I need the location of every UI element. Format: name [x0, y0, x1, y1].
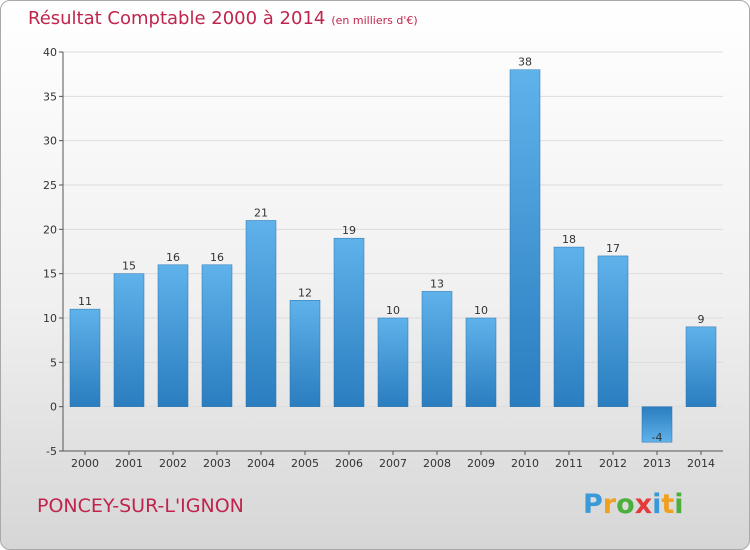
- x-tick-label: 2010: [511, 457, 539, 470]
- value-label-2007: 10: [386, 304, 400, 317]
- y-tick-label: 0: [50, 401, 57, 414]
- x-tick-label: 2004: [247, 457, 275, 470]
- y-tick-label: 40: [43, 46, 57, 59]
- value-label-2001: 15: [122, 260, 136, 273]
- y-tick-label: 15: [43, 268, 57, 281]
- title-unit: (en milliers d'€): [331, 14, 418, 27]
- value-label-2004: 21: [254, 206, 268, 219]
- bar-2004: [245, 220, 277, 407]
- logo-letter: P: [583, 489, 603, 520]
- logo-letter: r: [602, 489, 617, 520]
- x-tick-label: 2006: [335, 457, 363, 470]
- bar-2007: [377, 317, 409, 407]
- y-tick-label: 30: [43, 135, 57, 148]
- y-tick-label: 35: [43, 90, 57, 103]
- logo-letter: x: [634, 489, 653, 520]
- value-label-2000: 11: [78, 295, 92, 308]
- value-label-2014: 9: [698, 313, 705, 326]
- x-tick-label: 2014: [687, 457, 715, 470]
- x-tick-label: 2011: [555, 457, 583, 470]
- value-label-2003: 16: [210, 251, 224, 264]
- bar-2006: [333, 237, 365, 407]
- x-tick-label: 2007: [379, 457, 407, 470]
- bar-2009: [465, 317, 497, 407]
- y-tick-label: 20: [43, 223, 57, 236]
- bar-2005: [289, 300, 321, 407]
- logo-letter: t: [661, 489, 675, 520]
- bar-2010: [509, 69, 541, 407]
- value-label-2006: 19: [342, 224, 356, 237]
- logo-letter: i: [652, 489, 662, 520]
- logo-letter: i: [674, 489, 684, 520]
- x-tick-label: 2005: [291, 457, 319, 470]
- bar-2012: [597, 255, 629, 407]
- x-tick-label: 2008: [423, 457, 451, 470]
- bar-2011: [553, 246, 585, 407]
- x-tick-label: 2001: [115, 457, 143, 470]
- y-tick-label: 5: [50, 356, 57, 369]
- y-tick-label: 10: [43, 312, 57, 325]
- value-label-2010: 38: [518, 56, 532, 69]
- x-tick-label: 2002: [159, 457, 187, 470]
- bars: [69, 69, 717, 443]
- chart-title: Résultat Comptable 2000 à 2014 (en millie…: [28, 8, 418, 29]
- proxiti-logo: Proxiti: [583, 489, 684, 520]
- bar-2001: [113, 273, 145, 407]
- x-tick-label: 2013: [643, 457, 671, 470]
- value-label-2002: 16: [166, 251, 180, 264]
- value-label-2011: 18: [562, 233, 576, 246]
- title-text: Résultat Comptable 2000 à 2014: [28, 8, 326, 29]
- y-tick-label: -5: [46, 445, 57, 458]
- bar-2002: [157, 264, 189, 407]
- value-label-2013: -4: [652, 431, 663, 444]
- logo-letter: o: [616, 489, 635, 520]
- x-tick-label: 2012: [599, 457, 627, 470]
- bar-2013: [641, 406, 673, 443]
- value-label-2009: 10: [474, 304, 488, 317]
- x-tick-label: 2003: [203, 457, 231, 470]
- bar-2014: [685, 326, 717, 407]
- value-label-2005: 12: [298, 286, 312, 299]
- x-tick-label: 2009: [467, 457, 495, 470]
- value-labels: 11 15 16 16 21 12 19 10 13 10 38 18 17 -4 9: [78, 56, 705, 444]
- x-tick-label: 2000: [71, 457, 99, 470]
- value-label-2012: 17: [606, 242, 620, 255]
- bar-2003: [201, 264, 233, 407]
- bar-2008: [421, 291, 453, 407]
- bar-2000: [69, 308, 101, 407]
- axes: -5 0 5 10 15 20 25 30 35 40 2000 2001 2002 2003 2004 20…: [43, 46, 723, 470]
- town-name: PONCEY-SUR-L'IGNON: [37, 495, 244, 517]
- y-tick-label: 25: [43, 179, 57, 192]
- value-label-2008: 13: [430, 277, 444, 290]
